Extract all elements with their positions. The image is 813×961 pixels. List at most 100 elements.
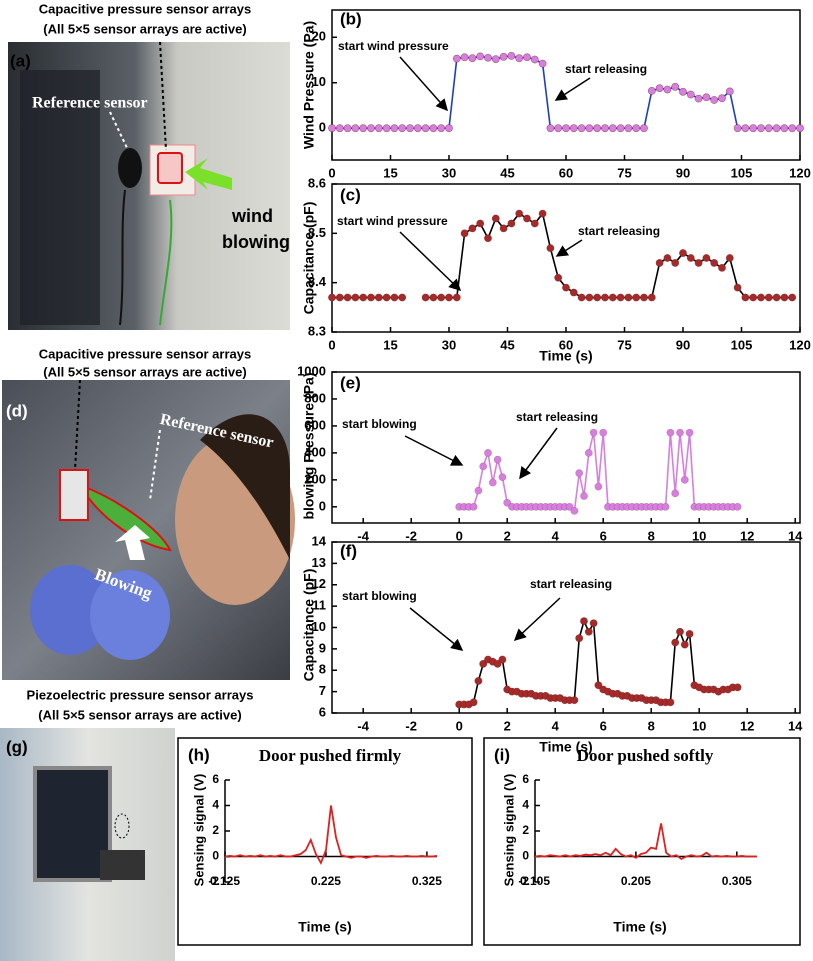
data-point — [685, 630, 694, 638]
x-tick-label: 4 — [552, 528, 560, 543]
data-point — [676, 428, 684, 437]
data-point — [530, 55, 539, 64]
data-point — [647, 293, 656, 302]
data-point — [570, 696, 579, 705]
panel-frame — [177, 737, 473, 946]
data-point — [374, 124, 383, 133]
data-point — [632, 124, 641, 133]
data-point — [725, 87, 734, 96]
glove — [30, 565, 110, 655]
data-point — [764, 124, 773, 133]
chart-title: Door pushed firmly — [259, 746, 402, 765]
data-point — [718, 263, 726, 272]
y-tick-label: 0 — [522, 849, 529, 863]
data-point — [685, 428, 694, 437]
data-point — [599, 428, 608, 437]
data-point — [655, 259, 664, 267]
data-point — [546, 244, 555, 253]
x-tick-label: 0.305 — [722, 874, 752, 888]
y-tick-label: 400 — [304, 444, 326, 459]
data-point — [445, 124, 453, 133]
data-point — [594, 482, 603, 491]
x-tick-label: 30 — [442, 165, 456, 180]
data-point — [725, 254, 734, 262]
y-tick-label: 800 — [304, 390, 326, 405]
x-tick-label: 75 — [617, 337, 631, 352]
data-point — [328, 293, 336, 302]
door-window — [33, 766, 112, 882]
pointer — [109, 111, 129, 151]
data-point — [382, 293, 391, 302]
data-point — [569, 124, 578, 133]
y-tick-label: 1000 — [297, 363, 326, 378]
x-tick-label: 0.105 — [520, 874, 550, 888]
data-point — [575, 634, 584, 643]
data-point — [398, 124, 407, 133]
x-tick-label: 120 — [789, 165, 811, 180]
data-point — [468, 224, 477, 233]
data-point — [647, 87, 656, 95]
data-point — [575, 469, 584, 478]
data-point — [680, 475, 689, 484]
y-tick-label: 6 — [212, 772, 219, 786]
data-point — [499, 52, 508, 61]
x-tick-label: 15 — [383, 165, 397, 180]
data-point — [680, 640, 689, 649]
data-point — [491, 214, 500, 223]
data-point — [624, 124, 633, 133]
data-point — [686, 254, 695, 262]
data-point — [530, 219, 539, 228]
data-point — [538, 59, 547, 68]
sensor-array — [157, 152, 183, 184]
data-point — [694, 259, 703, 267]
annotation: start releasing — [530, 577, 612, 591]
data-point — [741, 124, 750, 133]
x-tick-label: 90 — [676, 337, 690, 352]
data-point — [666, 698, 675, 707]
y-axis-label: Sensing signal (V) — [191, 774, 206, 887]
data-point — [666, 428, 675, 437]
data-point — [733, 683, 742, 692]
data-point — [474, 677, 483, 685]
data-point — [694, 94, 703, 103]
data-point — [686, 90, 695, 99]
y-axis-label: Capacitance (pF) — [301, 569, 317, 682]
x-tick-label: 15 — [383, 337, 397, 352]
x-tick-label: 60 — [559, 337, 573, 352]
caption: Piezoelectric pressure sensor arrays — [27, 687, 254, 702]
annotation-arrow — [409, 607, 464, 651]
panel-label: (d) — [6, 401, 28, 420]
y-tick-label: 9 — [319, 640, 326, 655]
y-tick-label: 11 — [312, 598, 326, 613]
data-point — [398, 293, 407, 302]
data-point — [351, 293, 360, 302]
data-point — [601, 124, 609, 133]
data-point — [523, 214, 531, 223]
annotation-arrow — [399, 56, 448, 112]
panel-label: (c) — [340, 185, 361, 204]
x-tick-label: 12 — [740, 528, 754, 543]
data-point — [484, 53, 492, 62]
x-tick-label: 2 — [504, 718, 511, 733]
x-tick-label: 6 — [600, 528, 607, 543]
annotation-arrow — [404, 435, 464, 466]
data-point — [523, 53, 531, 62]
caption: Capacitive pressure sensor arrays — [39, 1, 251, 16]
y-tick-label: 8.5 — [308, 225, 326, 240]
x-tick-label: 60 — [559, 165, 573, 180]
data-point — [367, 124, 375, 133]
panel-label: (i) — [494, 745, 510, 764]
data-point — [671, 259, 680, 267]
data-point — [343, 293, 352, 302]
y-tick-label: -2 — [518, 874, 529, 888]
data-point — [507, 219, 516, 228]
x-tick-label: 0.325 — [412, 874, 442, 888]
x-tick-label: 105 — [731, 337, 753, 352]
x-tick-label: 30 — [442, 337, 456, 352]
data-point — [671, 489, 680, 498]
data-point — [585, 293, 594, 302]
data-point — [390, 293, 399, 302]
data-point — [655, 84, 664, 93]
annotation: start releasing — [578, 224, 660, 238]
x-tick-label: 45 — [500, 337, 514, 352]
